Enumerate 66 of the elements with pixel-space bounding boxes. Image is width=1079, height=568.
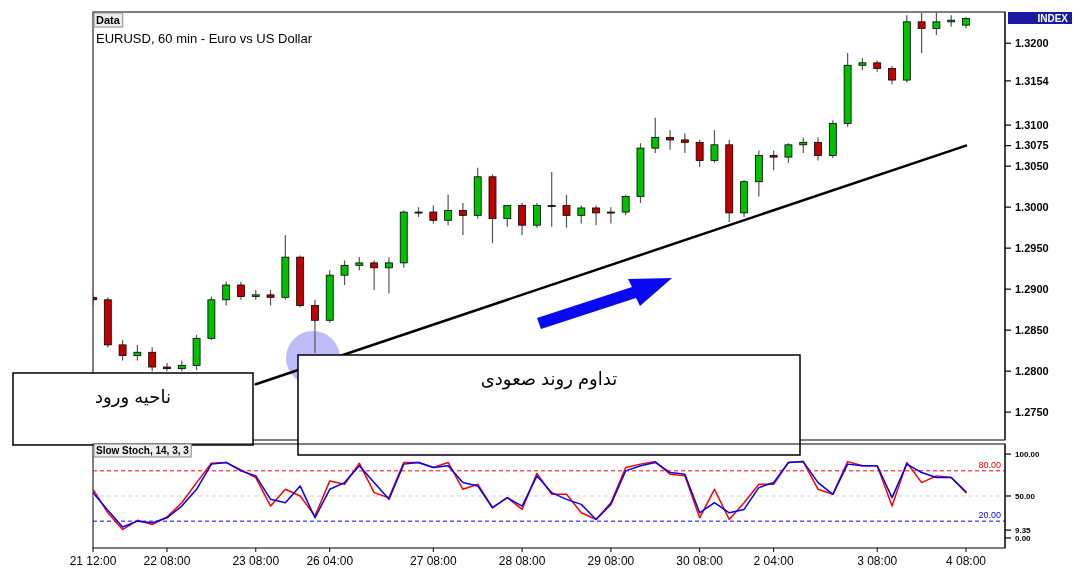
x-tick-label: 21 12:00 xyxy=(69,554,117,568)
candlestick xyxy=(666,129,674,151)
text-box: تداوم روند صعودی xyxy=(297,354,801,456)
candlestick xyxy=(680,132,689,154)
y-tick-label: 9.35 xyxy=(1015,525,1032,535)
x-tick-label: 30 08:00 xyxy=(676,554,724,568)
candlestick xyxy=(503,204,512,228)
y-tick-label: 1.3100 xyxy=(1015,119,1049,131)
y-tick-label: 1.2950 xyxy=(1015,241,1049,254)
candlestick xyxy=(547,171,556,228)
text: INDEX xyxy=(1037,12,1069,24)
text: EURUSD, 60 min - Euro vs US Dollar xyxy=(96,31,313,46)
candlestick xyxy=(370,259,379,291)
candlestick xyxy=(385,256,393,294)
x-tick-label: 28 08:00 xyxy=(498,554,546,568)
candlestick xyxy=(784,142,793,164)
candlestick xyxy=(222,281,231,307)
candlestick xyxy=(621,194,630,216)
candlestick xyxy=(577,204,586,225)
candlestick xyxy=(888,65,896,85)
x-tick-label: 4 08:00 xyxy=(945,554,987,568)
ref-line-label: 80.00 xyxy=(978,459,1001,470)
candlestick xyxy=(163,362,171,372)
x-tick-label: 26 04:00 xyxy=(306,554,354,568)
candlestick xyxy=(814,136,822,162)
candlestick xyxy=(562,194,571,229)
annotation: Data xyxy=(96,14,121,26)
annotation: تداوم روند صعودی xyxy=(480,369,618,390)
candlestick xyxy=(695,139,704,168)
x-tick-label: 22 08:00 xyxy=(143,554,191,568)
candlestick xyxy=(533,202,541,229)
y-tick-label: 1.3000 xyxy=(1015,200,1049,213)
y-tick-label: 1.2750 xyxy=(1015,405,1049,418)
y-tick-label: 1.2800 xyxy=(1015,364,1049,377)
candlestick xyxy=(340,259,349,286)
y-tick-label: 1.3075 xyxy=(1015,139,1049,152)
candlestick xyxy=(592,204,600,226)
x-tick-label: 27 08:00 xyxy=(409,554,457,568)
candlestick xyxy=(710,129,719,164)
candlestick xyxy=(118,339,127,362)
ref-line-label: 20.00 xyxy=(978,510,1001,521)
candlestick xyxy=(311,299,319,354)
candlestick xyxy=(769,149,778,171)
candlestick xyxy=(518,202,526,236)
text-box: ناحیه ورود xyxy=(12,372,254,446)
chart-title: Slow Stoch, 14, 3, 3 xyxy=(96,445,190,456)
y-tick-label: 1.3200 xyxy=(1015,37,1049,50)
candlestick xyxy=(606,206,615,225)
y-tick-label: 100.00 xyxy=(1015,449,1041,459)
y-tick-label: 0.00 xyxy=(1015,533,1032,543)
candlestick xyxy=(444,194,453,226)
x-tick-label: 2 04:00 xyxy=(753,554,794,568)
x-tick-label: 29 08:00 xyxy=(587,554,635,568)
x-tick-label: 3 08:00 xyxy=(857,554,898,568)
candlestick xyxy=(651,117,660,154)
y-tick-label: 1.2850 xyxy=(1015,323,1049,336)
candlestick xyxy=(429,204,438,225)
y-tick-label: 50.00 xyxy=(1015,491,1036,501)
y-tick-label: 1.3050 xyxy=(1015,160,1049,172)
x-tick-label: 23 08:00 xyxy=(232,554,280,568)
candlestick xyxy=(459,202,467,236)
candlestick xyxy=(148,346,157,372)
y-tick-label: 1.3154 xyxy=(1015,74,1050,87)
annotation: ناحیه ورود xyxy=(95,387,171,408)
candlestick xyxy=(237,281,245,301)
y-tick-label: 1.2900 xyxy=(1015,282,1049,295)
